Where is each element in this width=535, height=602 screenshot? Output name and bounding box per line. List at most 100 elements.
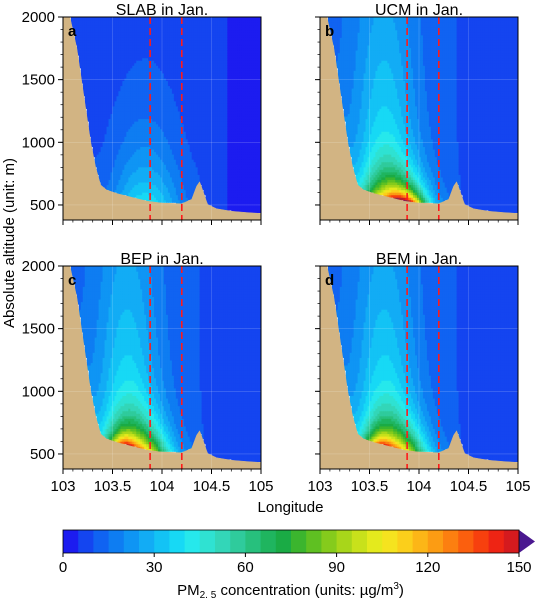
concentration-cell (130, 62, 133, 66)
concentration-cell (112, 126, 116, 130)
concentration-cell (219, 29, 222, 33)
concentration-cell (195, 62, 199, 66)
concentration-cell (165, 171, 169, 175)
concentration-cell (177, 110, 181, 115)
concentration-cell (104, 164, 108, 168)
concentration-cell (177, 105, 181, 109)
concentration-cell (130, 103, 133, 107)
concentration-cell (124, 133, 127, 137)
concentration-cell (146, 70, 149, 74)
concentration-cell (173, 44, 177, 49)
concentration-cell (150, 47, 153, 51)
concentration-cell (189, 113, 193, 117)
concentration-cell (120, 154, 123, 158)
concentration-cell (150, 171, 153, 175)
concentration-cell (207, 151, 211, 155)
concentration-cell (199, 22, 203, 26)
concentration-cell (171, 187, 175, 191)
concentration-cell (142, 171, 145, 175)
concentration-cell (142, 131, 145, 135)
concentration-cell (114, 143, 118, 148)
concentration-cell (187, 100, 191, 104)
concentration-cell (207, 82, 211, 87)
concentration-cell (158, 77, 161, 82)
concentration-cell (165, 62, 169, 66)
concentration-cell (156, 37, 159, 41)
concentration-cell (158, 34, 161, 38)
concentration-cell (86, 100, 90, 104)
concentration-cell (191, 70, 195, 74)
concentration-cell (158, 197, 161, 201)
concentration-cell (112, 105, 116, 109)
concentration-cell (150, 159, 153, 163)
concentration-cell (128, 55, 131, 59)
concentration-cell (92, 146, 96, 150)
concentration-cell (221, 159, 224, 163)
concentration-cell (120, 70, 123, 74)
concentration-cell (183, 55, 187, 59)
concentration-cell (116, 34, 120, 38)
concentration-cell (138, 57, 141, 61)
concentration-cell (140, 24, 143, 28)
concentration-cell (169, 44, 173, 49)
concentration-cell (217, 75, 221, 79)
concentration-cell (195, 49, 199, 54)
concentration-cell (138, 121, 141, 125)
concentration-cell (120, 179, 123, 183)
concentration-cell (108, 70, 112, 74)
concentration-cell (219, 100, 222, 104)
concentration-cell (185, 29, 189, 33)
concentration-cell (112, 19, 116, 23)
concentration-cell (80, 24, 84, 28)
concentration-cell (223, 207, 226, 211)
concentration-cell (152, 32, 155, 36)
concentration-cell (181, 42, 185, 46)
concentration-cell (177, 27, 181, 31)
concentration-cell (114, 174, 118, 178)
concentration-cell (106, 57, 110, 61)
concentration-cell (118, 118, 122, 122)
concentration-cell (181, 171, 185, 175)
concentration-cell (199, 49, 203, 54)
concentration-cell (154, 55, 157, 59)
concentration-cell (120, 115, 123, 120)
concentration-cell (195, 118, 199, 122)
concentration-cell (116, 184, 120, 188)
concentration-cell (189, 133, 193, 137)
concentration-cell (140, 159, 143, 163)
concentration-cell (193, 184, 197, 188)
concentration-cell (183, 95, 187, 99)
concentration-cell (128, 39, 131, 43)
concentration-cell (104, 176, 108, 180)
concentration-cell (110, 179, 114, 183)
concentration-cell (211, 121, 215, 125)
concentration-cell (193, 143, 197, 148)
concentration-cell (150, 29, 153, 33)
concentration-cell (165, 123, 169, 127)
concentration-cell (128, 128, 131, 132)
concentration-cell (86, 98, 90, 102)
concentration-cell (118, 184, 122, 188)
concentration-cell (86, 110, 90, 115)
concentration-cell (122, 60, 125, 64)
concentration-cell (96, 169, 100, 173)
concentration-cell (221, 128, 224, 132)
concentration-cell (209, 136, 213, 140)
concentration-cell (112, 128, 116, 132)
concentration-cell (98, 179, 102, 183)
concentration-cell (207, 88, 211, 92)
concentration-cell (150, 42, 153, 46)
concentration-cell (136, 156, 139, 160)
concentration-cell (104, 95, 108, 99)
concentration-cell (138, 108, 141, 112)
concentration-cell (74, 39, 78, 43)
concentration-cell (209, 55, 213, 59)
concentration-cell (162, 148, 165, 153)
concentration-cell (205, 143, 209, 148)
concentration-cell (165, 70, 169, 74)
concentration-cell (132, 24, 135, 28)
concentration-cell (102, 88, 106, 92)
concentration-cell (144, 192, 147, 196)
concentration-cell (84, 70, 88, 74)
concentration-cell (142, 123, 145, 127)
